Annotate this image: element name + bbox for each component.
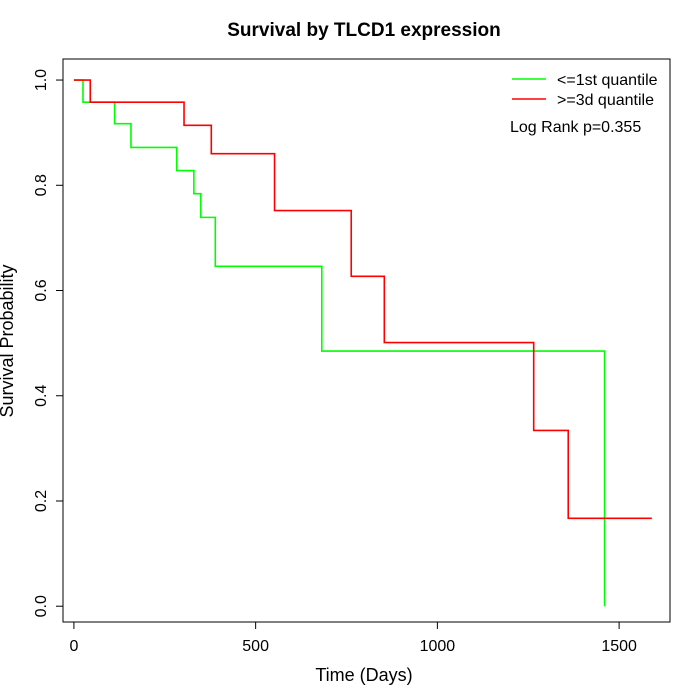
x-tick-label: 500 <box>242 638 269 655</box>
x-tick-label: 0 <box>69 638 78 655</box>
legend-label-2: >=3d quantile <box>557 92 654 109</box>
legend: <=1st quantile >=3d quantile <box>512 72 658 109</box>
chart-title: Survival by TLCD1 expression <box>227 20 501 41</box>
x-axis-label: Time (Days) <box>315 665 412 685</box>
y-tick-label: 0.2 <box>33 490 50 512</box>
log-rank-annotation: Log Rank p=0.355 <box>510 119 641 136</box>
legend-label-1: <=1st quantile <box>557 72 658 89</box>
x-tick-label: 1500 <box>601 638 637 655</box>
survival-curve-2 <box>73 79 652 520</box>
y-tick-label: 0.6 <box>33 279 50 301</box>
series-layer <box>73 79 652 607</box>
y-tick-label: 0.4 <box>33 385 50 407</box>
y-tick-label: 0.0 <box>33 595 50 617</box>
y-tick-label: 0.8 <box>33 174 50 196</box>
axes: 0 500 1000 1500 0.0 0.2 0.4 0.6 0.8 1.0 <box>33 69 637 655</box>
y-tick-label: 1.0 <box>33 69 50 91</box>
y-axis-label: Survival Probability <box>0 264 17 417</box>
x-tick-label: 1000 <box>420 638 456 655</box>
